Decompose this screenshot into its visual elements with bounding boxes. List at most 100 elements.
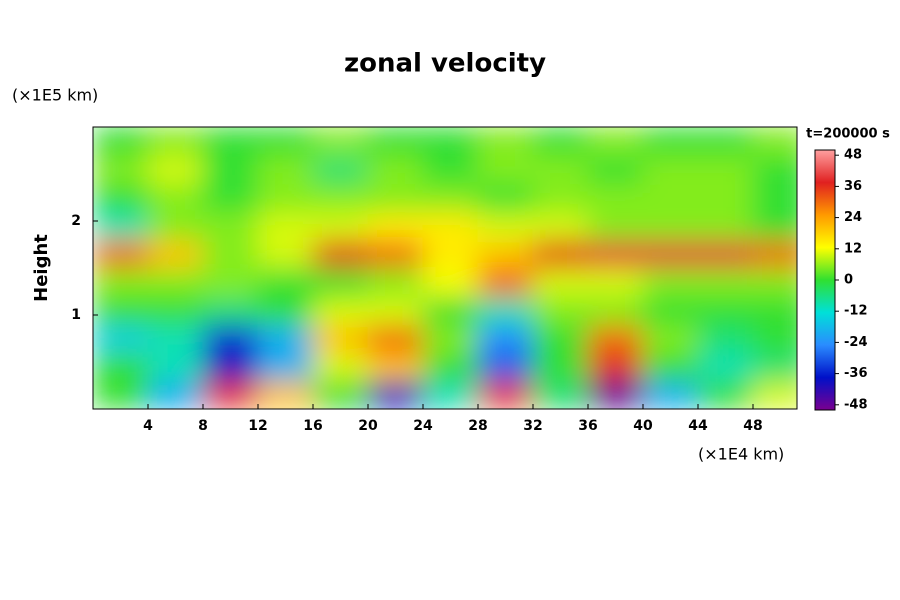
cell — [312, 154, 369, 184]
cell — [642, 239, 699, 269]
cell — [587, 380, 644, 409]
colorbar-tick-label: -48 — [844, 397, 868, 412]
cell — [202, 267, 259, 297]
cell — [532, 182, 589, 213]
cell — [752, 154, 797, 184]
cell — [257, 267, 314, 297]
cell — [697, 154, 754, 184]
cell — [367, 182, 424, 213]
x-tick-label: 20 — [358, 418, 378, 434]
colorbar-tick-label: 12 — [844, 241, 862, 256]
cell — [312, 127, 369, 156]
cell — [93, 295, 149, 325]
cell — [477, 267, 534, 297]
x-tick-label: 12 — [248, 418, 267, 434]
cell — [93, 127, 149, 156]
cell — [752, 267, 797, 297]
cell — [147, 380, 204, 409]
cell — [93, 267, 149, 297]
cell — [312, 211, 369, 241]
cell — [257, 154, 314, 184]
cell — [752, 295, 797, 325]
axes: 4 8 12 16 20 24 28 32 36 40 44 4812483624120-12-24-… — [71, 148, 867, 434]
cell — [202, 211, 259, 241]
cell — [257, 127, 314, 156]
cell — [147, 323, 204, 354]
cell — [752, 211, 797, 241]
cell — [532, 127, 589, 156]
cell — [367, 380, 424, 409]
cell — [477, 154, 534, 184]
cell — [367, 154, 424, 184]
colorbar-tick-label: 48 — [844, 148, 862, 163]
cell — [202, 182, 259, 213]
cell — [147, 211, 204, 241]
x-tick-label: 4 — [143, 418, 153, 434]
cell — [202, 380, 259, 409]
x-unit: (×1E4 km) — [698, 445, 784, 464]
colorbar-tick-label: 0 — [844, 273, 853, 288]
cell — [587, 295, 644, 325]
cell — [202, 127, 259, 156]
cell — [477, 211, 534, 241]
cell — [367, 267, 424, 297]
cell — [257, 380, 314, 409]
cell — [642, 380, 699, 409]
x-tick-label: 28 — [468, 418, 487, 434]
cell — [477, 380, 534, 409]
cell — [587, 323, 644, 354]
cell — [532, 267, 589, 297]
cell — [147, 127, 204, 156]
colorbar-tick-label: 36 — [844, 179, 862, 194]
cell — [477, 182, 534, 213]
cell — [642, 267, 699, 297]
cell — [587, 267, 644, 297]
cell — [532, 211, 589, 241]
x-tick-label: 44 — [688, 418, 708, 434]
cell — [257, 295, 314, 325]
cell — [697, 127, 754, 156]
cell — [257, 211, 314, 241]
cell — [202, 295, 259, 325]
field — [93, 127, 797, 409]
cell — [93, 182, 149, 213]
x-tick-label: 48 — [743, 418, 762, 434]
cell — [532, 323, 589, 354]
cell — [202, 323, 259, 354]
x-tick-label: 36 — [578, 418, 597, 434]
colorbar-tick-label: -12 — [844, 304, 868, 319]
colorbar — [814, 149, 836, 411]
cell — [257, 182, 314, 213]
cell — [93, 239, 149, 269]
cell — [587, 154, 644, 184]
cell — [532, 352, 589, 382]
colorbar-tick-label: -24 — [844, 335, 868, 350]
cell — [312, 323, 369, 354]
y-unit: (×1E5 km) — [12, 86, 98, 105]
cell — [477, 295, 534, 325]
cell — [147, 352, 204, 382]
cell — [257, 352, 314, 382]
cell — [367, 239, 424, 269]
cell — [642, 295, 699, 325]
cell — [752, 182, 797, 213]
y-tick-label: 2 — [71, 213, 81, 229]
cell — [422, 211, 479, 241]
cell — [422, 267, 479, 297]
cell — [697, 323, 754, 354]
cell — [477, 127, 534, 156]
cell — [367, 127, 424, 156]
chart-title: zonal velocity — [344, 49, 546, 79]
cell — [642, 127, 699, 156]
cell — [312, 352, 369, 382]
y-tick-label: 1 — [71, 307, 81, 323]
cell — [642, 211, 699, 241]
cell — [697, 239, 754, 269]
cell — [532, 239, 589, 269]
cell — [367, 211, 424, 241]
cell — [93, 352, 149, 382]
cell — [587, 239, 644, 269]
cell — [147, 154, 204, 184]
cell — [422, 323, 479, 354]
cell — [147, 182, 204, 213]
